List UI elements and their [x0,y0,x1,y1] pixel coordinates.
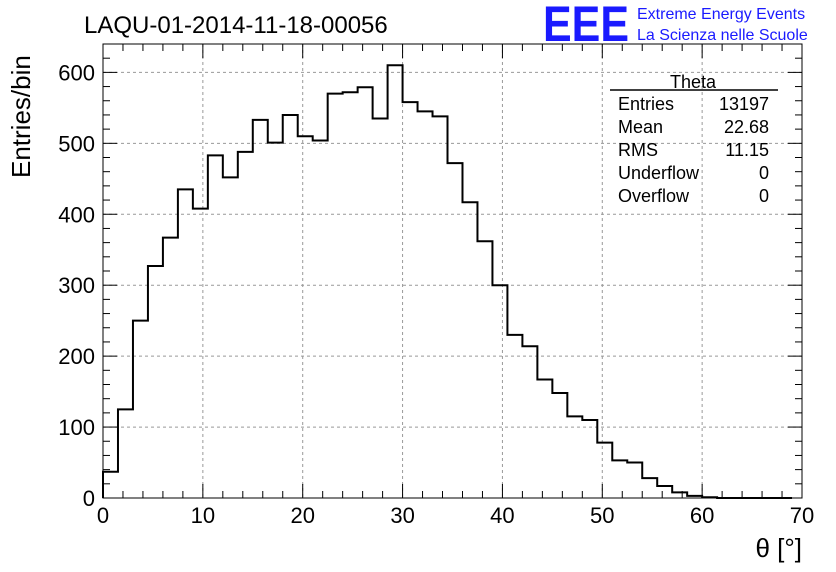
stats-box: Theta Entries 13197 Mean 22.68 RMS 11.15… [610,72,778,206]
x-tick-label: 40 [490,503,514,528]
stats-label-entries: Entries [618,94,674,114]
x-tick-label: 60 [690,503,714,528]
stats-title: Theta [670,72,717,92]
y-tick-label: 0 [83,486,95,511]
grid [103,44,802,498]
x-tick-label: 10 [191,503,215,528]
y-axis-title: Entries/bin [6,55,36,178]
x-tick-label: 20 [290,503,314,528]
stats-value-mean: 22.68 [724,117,769,137]
y-tick-label: 300 [58,273,95,298]
x-tick-label: 30 [390,503,414,528]
stats-label-mean: Mean [618,117,663,137]
histogram-outline [102,64,793,499]
y-tick-label: 400 [58,202,95,227]
logo-line-1: Extreme Energy Events [637,6,805,23]
x-tick-label: 0 [97,503,109,528]
stats-label-underflow: Underflow [618,163,700,183]
y-tick-label: 600 [58,60,95,85]
logo-line-2: La Scienza nelle Scuole [637,27,808,44]
stats-value-entries: 13197 [719,94,769,114]
stats-value-underflow: 0 [759,163,769,183]
tick-labels: 0 10 20 30 40 50 60 70 0 100 200 300 400 500 600 [58,60,814,528]
chart-title: LAQU-01-2014-11-18-00056 [84,12,388,39]
eee-logo: EEE Extreme Energy Events La Scienza nel… [543,0,808,52]
x-axis-title: θ [°] [755,533,802,563]
histogram-bars [102,64,793,499]
x-tick-label: 70 [790,503,814,528]
stats-label-rms: RMS [618,140,658,160]
stats-value-rms: 11.15 [725,140,769,160]
y-tick-label: 100 [58,415,95,440]
y-tick-label: 500 [58,131,95,156]
x-tick-label: 50 [590,503,614,528]
stats-value-overflow: 0 [759,186,769,206]
logo-mark: EEE [543,0,629,52]
axis-ticks [102,43,803,499]
y-tick-label: 200 [58,344,95,369]
stats-label-overflow: Overflow [618,186,690,206]
